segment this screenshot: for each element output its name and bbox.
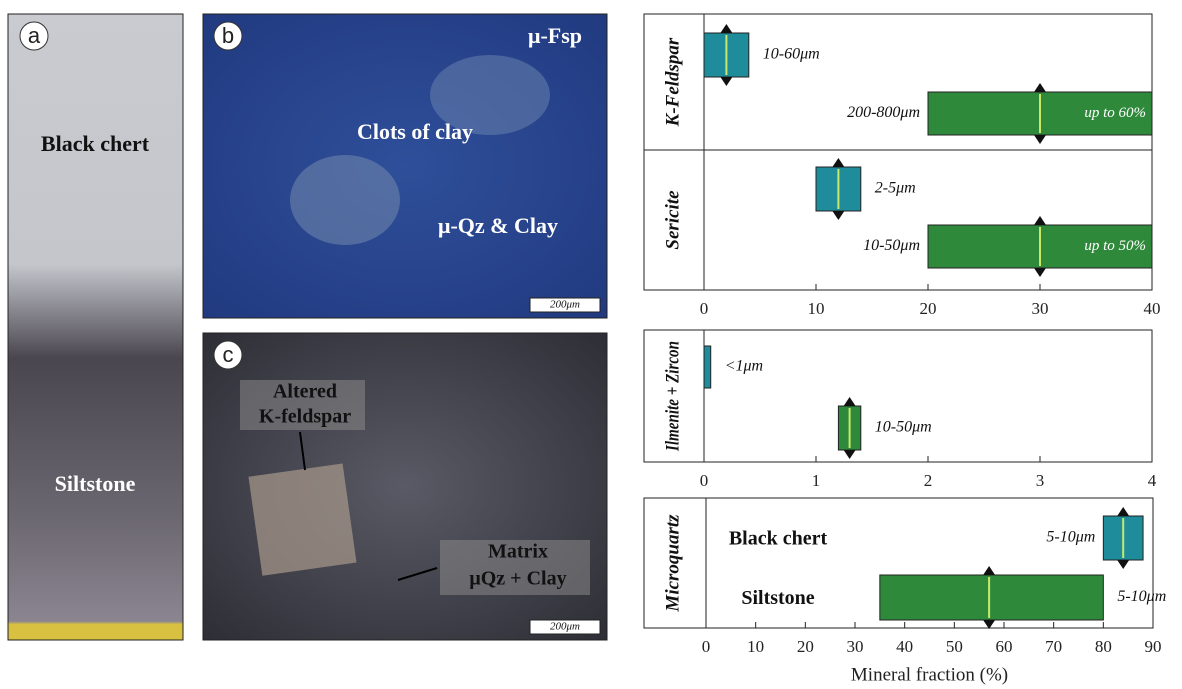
photo-text: Matrix — [488, 541, 548, 563]
x-tick-label: 2 — [924, 471, 933, 490]
arrow — [843, 450, 856, 459]
photo-text: Clots of clay — [357, 119, 473, 144]
group-label: Microquartz — [662, 514, 683, 613]
bar-label: 200-800μm — [847, 104, 920, 121]
x-tick-label: 3 — [1036, 471, 1045, 490]
chart-frame — [643, 329, 1153, 463]
x-tick-label: 10 — [747, 637, 764, 656]
arrow — [1117, 507, 1130, 516]
x-tick-label: 20 — [920, 299, 937, 318]
x-tick-label: 0 — [702, 637, 711, 656]
arrow — [720, 24, 733, 33]
x-tick-label: 40 — [1144, 299, 1161, 318]
x-tick-label: 4 — [1148, 471, 1157, 490]
group-label: Sericite — [662, 190, 683, 250]
photo-text: K-feldspar — [259, 406, 351, 428]
bar-note: up to 60% — [1084, 105, 1146, 121]
photo-text: μ-Fsp — [528, 23, 582, 48]
x-tick-label: 40 — [896, 637, 913, 656]
row-label: Black chert — [729, 528, 828, 550]
x-tick-label: 10 — [808, 299, 825, 318]
range-bar — [703, 345, 712, 389]
bar-label: 10-50μm — [863, 237, 920, 254]
range-bar — [879, 574, 1104, 621]
scale-bar: 200μm — [550, 621, 580, 633]
bar-note: up to 50% — [1084, 238, 1146, 254]
bar-label: 10-60μm — [763, 46, 820, 63]
x-tick-label: 90 — [1145, 637, 1162, 656]
x-tick-label: 0 — [700, 299, 709, 318]
x-tick-label: 80 — [1095, 637, 1112, 656]
bar-label: <1μm — [725, 358, 763, 375]
photo-text: Black chert — [41, 131, 150, 156]
x-tick-label: 70 — [1045, 637, 1062, 656]
photo-a: a Black chert Siltstone — [7, 13, 184, 641]
photo-c: c Altered K-feldspar Matrix μQz + Clay 2… — [202, 332, 608, 641]
x-tick-label: 0 — [700, 471, 709, 490]
x-tick-label: 60 — [996, 637, 1013, 656]
bar-label: 5-10μm — [1046, 529, 1095, 546]
group-label: Ilmenite + Zircon — [662, 341, 683, 452]
arrow — [983, 620, 996, 629]
chart-frame — [643, 13, 1153, 291]
panel-label: c — [223, 342, 234, 367]
panel-label: a — [28, 23, 41, 48]
arrow — [720, 77, 733, 86]
photo-text: Altered — [273, 381, 337, 403]
x-tick-label: 30 — [1032, 299, 1049, 318]
x-tick-label: 50 — [946, 637, 963, 656]
photo-text: μ-Qz & Clay — [438, 213, 558, 238]
scale-bar: 200μm — [550, 299, 580, 311]
arrow — [1034, 216, 1046, 225]
row-label: Siltstone — [741, 587, 814, 609]
group-label: K-Feldspar — [662, 37, 683, 127]
panel-label: b — [222, 23, 234, 48]
bar-label: 5-10μm — [1117, 588, 1166, 605]
bar-label: 2-5μm — [875, 180, 916, 197]
arrow — [1117, 560, 1130, 569]
x-tick-label: 20 — [797, 637, 814, 656]
x-tick-label: 30 — [847, 637, 864, 656]
arrow — [1034, 83, 1046, 92]
bar-label: 10-50μm — [875, 419, 932, 436]
x-tick-label: 1 — [812, 471, 821, 490]
x-axis-label: Mineral fraction (%) — [851, 664, 1008, 685]
arrow — [832, 211, 845, 220]
arrow — [983, 566, 996, 575]
chart-frame — [643, 497, 1154, 629]
arrow — [1034, 268, 1046, 277]
arrow — [843, 397, 856, 406]
photo-text: Siltstone — [55, 471, 136, 496]
arrow — [1034, 135, 1046, 144]
photo-text: μQz + Clay — [469, 568, 566, 590]
photo-b: b μ-Fsp Clots of clay μ-Qz & Clay 200μm — [202, 13, 608, 319]
arrow — [832, 158, 845, 167]
